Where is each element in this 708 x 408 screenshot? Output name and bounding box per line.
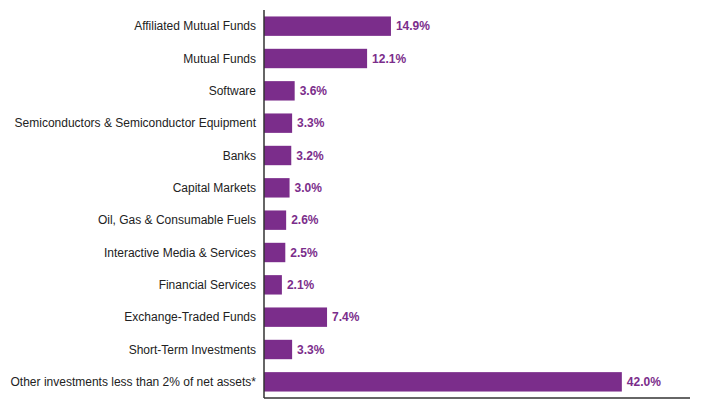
y-axis-line: [263, 10, 265, 398]
data-label: 2.1%: [287, 278, 315, 292]
bar: [264, 340, 292, 359]
category-label: Banks: [223, 149, 256, 163]
category-label: Mutual Funds: [183, 52, 256, 66]
data-label: 3.3%: [297, 116, 325, 130]
data-label: 3.6%: [300, 84, 328, 98]
category-label: Financial Services: [159, 278, 256, 292]
bars: [264, 16, 622, 391]
bar: [264, 210, 286, 229]
bar: [264, 275, 282, 294]
bar: [264, 16, 391, 35]
bar: [264, 113, 292, 132]
category-label: Other investments less than 2% of net as…: [11, 375, 257, 389]
category-label: Oil, Gas & Consumable Fuels: [98, 213, 256, 227]
data-label: 3.0%: [295, 181, 323, 195]
data-label: 2.6%: [291, 213, 319, 227]
category-label: Short-Term Investments: [129, 343, 256, 357]
bar: [264, 372, 622, 391]
category-label: Software: [209, 84, 257, 98]
bar: [264, 146, 291, 165]
category-label: Semiconductors & Semiconductor Equipment: [15, 116, 257, 130]
bar: [264, 178, 290, 197]
data-label: 12.1%: [372, 52, 406, 66]
category-label: Interactive Media & Services: [104, 246, 256, 260]
bar: [264, 81, 295, 100]
chart: Affiliated Mutual Funds Mutual Funds Softw…: [0, 0, 708, 408]
bar: [264, 243, 285, 262]
data-labels: 14.9% 12.1% 3.6% 3.3% 3.2% 3.0% 2.6% 2.5% 2.1% 7.…: [287, 19, 661, 389]
data-label: 2.5%: [290, 246, 318, 260]
category-label: Exchange-Traded Funds: [124, 310, 256, 324]
data-label: 7.4%: [332, 310, 360, 324]
data-label: 14.9%: [396, 19, 430, 33]
bar: [264, 307, 327, 326]
category-label: Affiliated Mutual Funds: [134, 19, 256, 33]
category-label: Capital Markets: [173, 181, 256, 195]
chart-container: Affiliated Mutual Funds Mutual Funds Softw…: [0, 0, 708, 408]
data-label: 42.0%: [627, 375, 661, 389]
data-label: 3.2%: [296, 149, 324, 163]
x-axis-line: [264, 397, 690, 399]
y-tick-labels: Affiliated Mutual Funds Mutual Funds Softw…: [11, 19, 257, 389]
bar: [264, 49, 367, 68]
data-label: 3.3%: [297, 343, 325, 357]
